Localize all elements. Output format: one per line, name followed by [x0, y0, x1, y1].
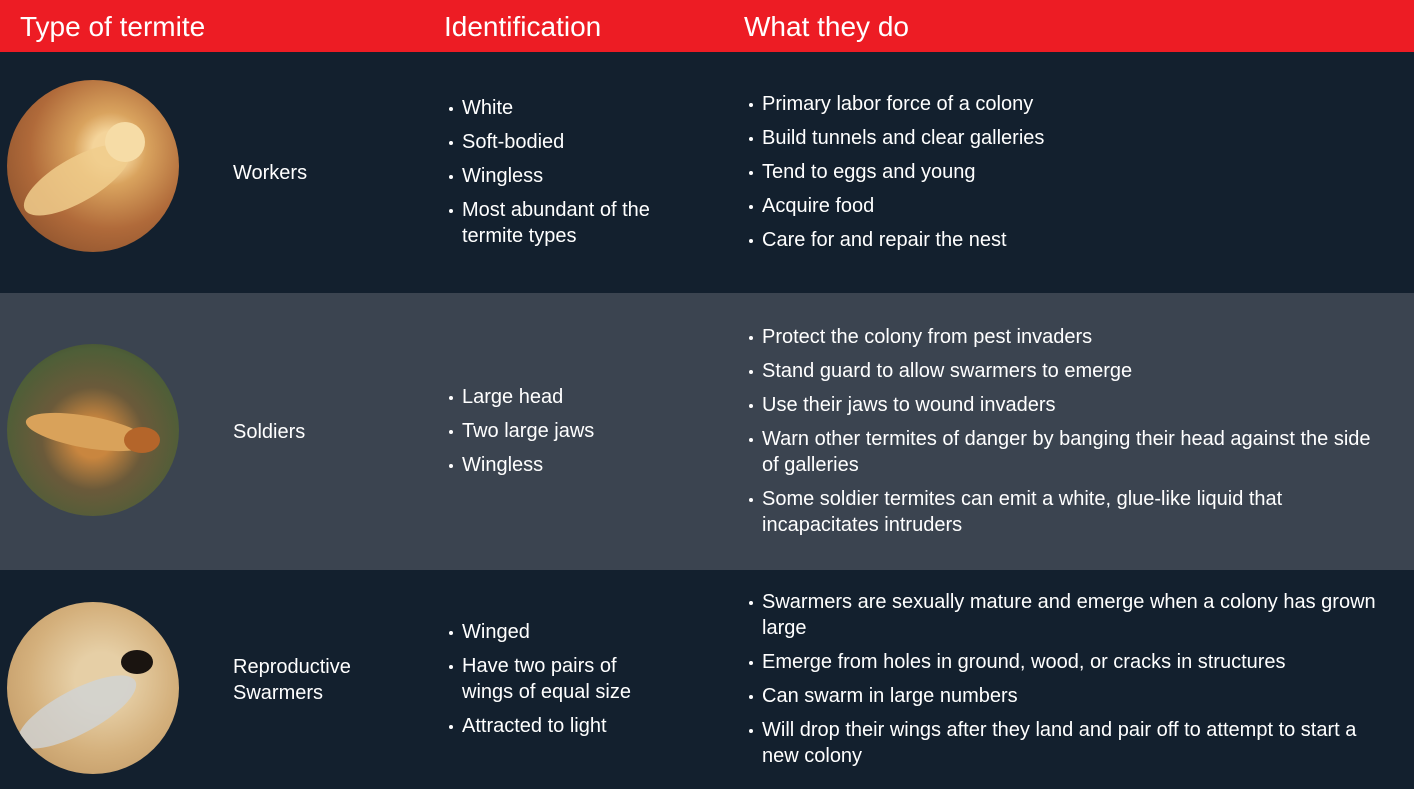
identification-cell: Winged Have two pairs of wings of equal s…	[448, 570, 670, 789]
bullet-item: Tend to eggs and young	[748, 159, 1378, 185]
table-row: Workers White Soft-bodied Wingless Most abu…	[0, 52, 1414, 293]
identification-list: Large head Two large jaws Wingless	[448, 377, 670, 486]
type-cell: Workers	[233, 52, 423, 293]
table-row: Soldiers Large head Two large jaws Wingles…	[0, 293, 1414, 570]
termite-photo	[7, 344, 179, 516]
column-header: What they do	[744, 11, 909, 42]
header-bar: Type of termite Identification What they…	[0, 0, 1414, 52]
termite-photo	[7, 602, 179, 774]
identification-cell: White Soft-bodied Wingless Most abundant of…	[448, 52, 670, 293]
column-header: Identification	[444, 11, 602, 42]
type-name: Soldiers	[233, 420, 306, 443]
bullet-item: Warn other termites of danger by banging…	[748, 426, 1378, 478]
type-cell: Reproductive Swarmers	[233, 570, 423, 789]
bullet-item: Use their jaws to wound invaders	[748, 392, 1378, 418]
column-header: Type of termite	[20, 11, 206, 42]
type-name: Workers	[233, 161, 308, 184]
bullet-item: Large head	[448, 384, 670, 410]
bullet-item: Emerge from holes in ground, wood, or cr…	[748, 649, 1378, 675]
bullet-item: Will drop their wings after they land an…	[748, 717, 1378, 769]
bullet-item: White	[448, 95, 670, 121]
bullet-item: Most abundant of the termite types	[448, 197, 670, 249]
bullet-item: Protect the colony from pest invaders	[748, 324, 1378, 350]
identification-list: Winged Have two pairs of wings of equal s…	[448, 612, 670, 747]
bullet-item: Two large jaws	[448, 418, 670, 444]
bullet-item: Wingless	[448, 452, 670, 478]
table-row: Reproductive Swarmers Winged Have two pai…	[0, 570, 1414, 789]
bullet-item: Care for and repair the nest	[748, 227, 1378, 253]
actions-list: Protect the colony from pest invaders Sta…	[748, 317, 1378, 546]
bullet-item: Can swarm in large numbers	[748, 683, 1378, 709]
bullet-item: Have two pairs of wings of equal size	[448, 653, 670, 705]
termite-photo	[7, 80, 179, 252]
bullet-item: Winged	[448, 619, 670, 645]
bullet-item: Soft-bodied	[448, 129, 670, 155]
termite-illustration	[17, 650, 153, 749]
bullet-item: Wingless	[448, 163, 670, 189]
actions-list: Swarmers are sexually mature and emerge …	[748, 582, 1378, 777]
termite-illustration	[25, 412, 160, 453]
bullet-item: Stand guard to allow swarmers to emerge	[748, 358, 1378, 384]
identification-cell: Large head Two large jaws Wingless	[448, 293, 670, 570]
termite-illustration	[23, 122, 145, 216]
type-name: Reproductive Swarmers	[233, 655, 351, 704]
type-cell: Soldiers	[233, 293, 423, 570]
bullet-item: Swarmers are sexually mature and emerge …	[748, 589, 1378, 641]
bullet-item: Primary labor force of a colony	[748, 91, 1378, 117]
bullet-item: Some soldier termites can emit a white, …	[748, 486, 1378, 538]
actions-list: Primary labor force of a colony Build tun…	[748, 84, 1378, 261]
bullet-item: Build tunnels and clear galleries	[748, 125, 1378, 151]
identification-list: White Soft-bodied Wingless Most abundant of…	[448, 88, 670, 257]
actions-cell: Primary labor force of a colony Build tun…	[748, 52, 1378, 293]
actions-cell: Swarmers are sexually mature and emerge …	[748, 570, 1378, 789]
actions-cell: Protect the colony from pest invaders Sta…	[748, 293, 1378, 570]
bullet-item: Attracted to light	[448, 713, 670, 739]
bullet-item: Acquire food	[748, 193, 1378, 219]
